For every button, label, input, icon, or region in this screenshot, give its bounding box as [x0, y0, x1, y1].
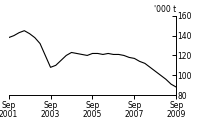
- Text: '000 t: '000 t: [154, 5, 176, 14]
